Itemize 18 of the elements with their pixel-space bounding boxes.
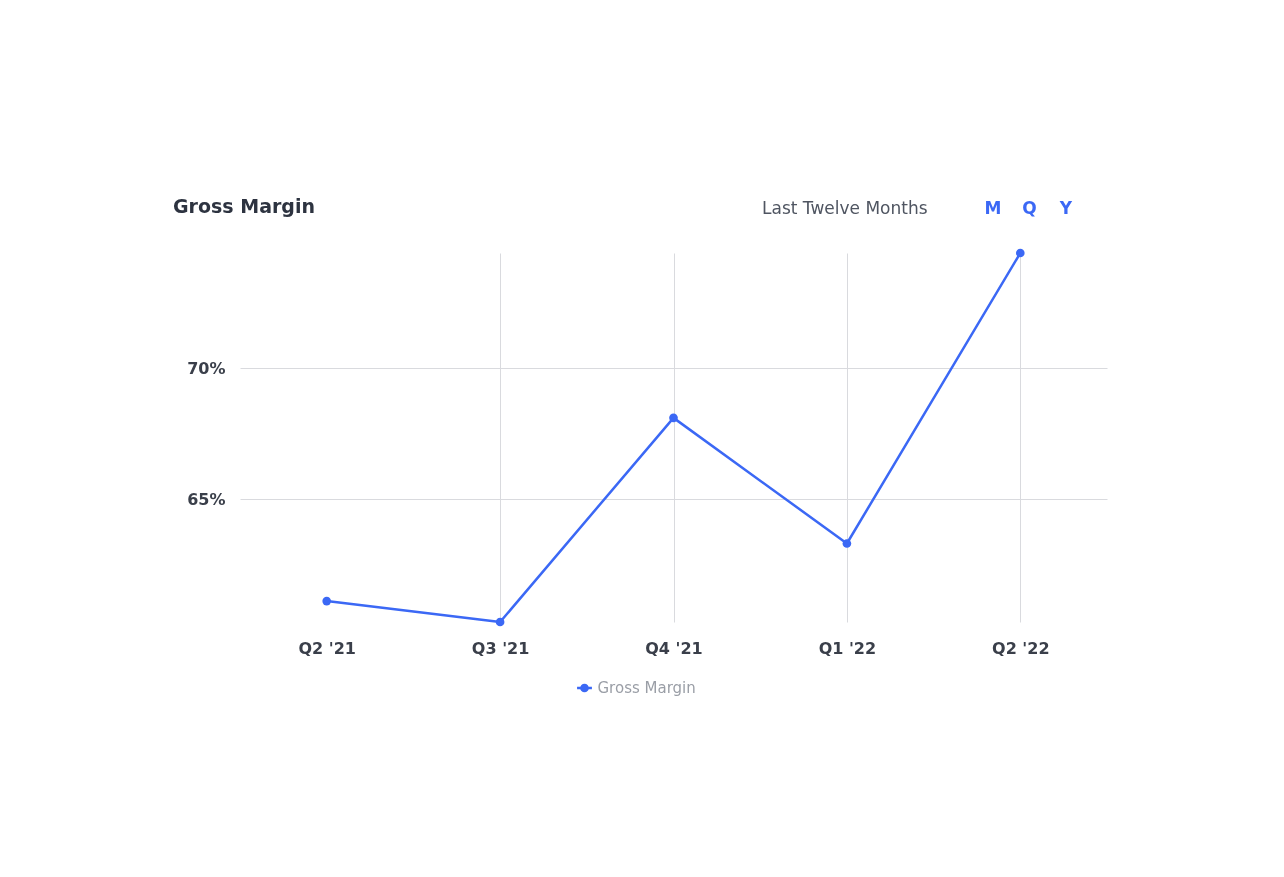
text: Q [1022, 198, 1037, 218]
y-tick-label: 70% [187, 358, 226, 378]
y-tick-label: 65% [187, 489, 226, 509]
point [842, 539, 852, 548]
text: M [984, 198, 1002, 218]
x-tick-label: Q4 '21 [645, 638, 703, 658]
text: Last Twelve Months [762, 198, 928, 218]
legend-label: Gross Margin [597, 679, 696, 697]
x-tick-label: Q2 '21 [298, 638, 356, 658]
text: Y [1058, 198, 1073, 218]
point [669, 413, 678, 423]
x-tick-label: Q2 '22 [992, 638, 1050, 658]
x-tick-label: Q1 '22 [818, 638, 877, 658]
point [1015, 248, 1025, 258]
x-tick-label: Q3 '21 [471, 638, 530, 658]
chart-title: Gross Margin [173, 195, 315, 217]
point [495, 617, 505, 627]
point [322, 596, 332, 606]
